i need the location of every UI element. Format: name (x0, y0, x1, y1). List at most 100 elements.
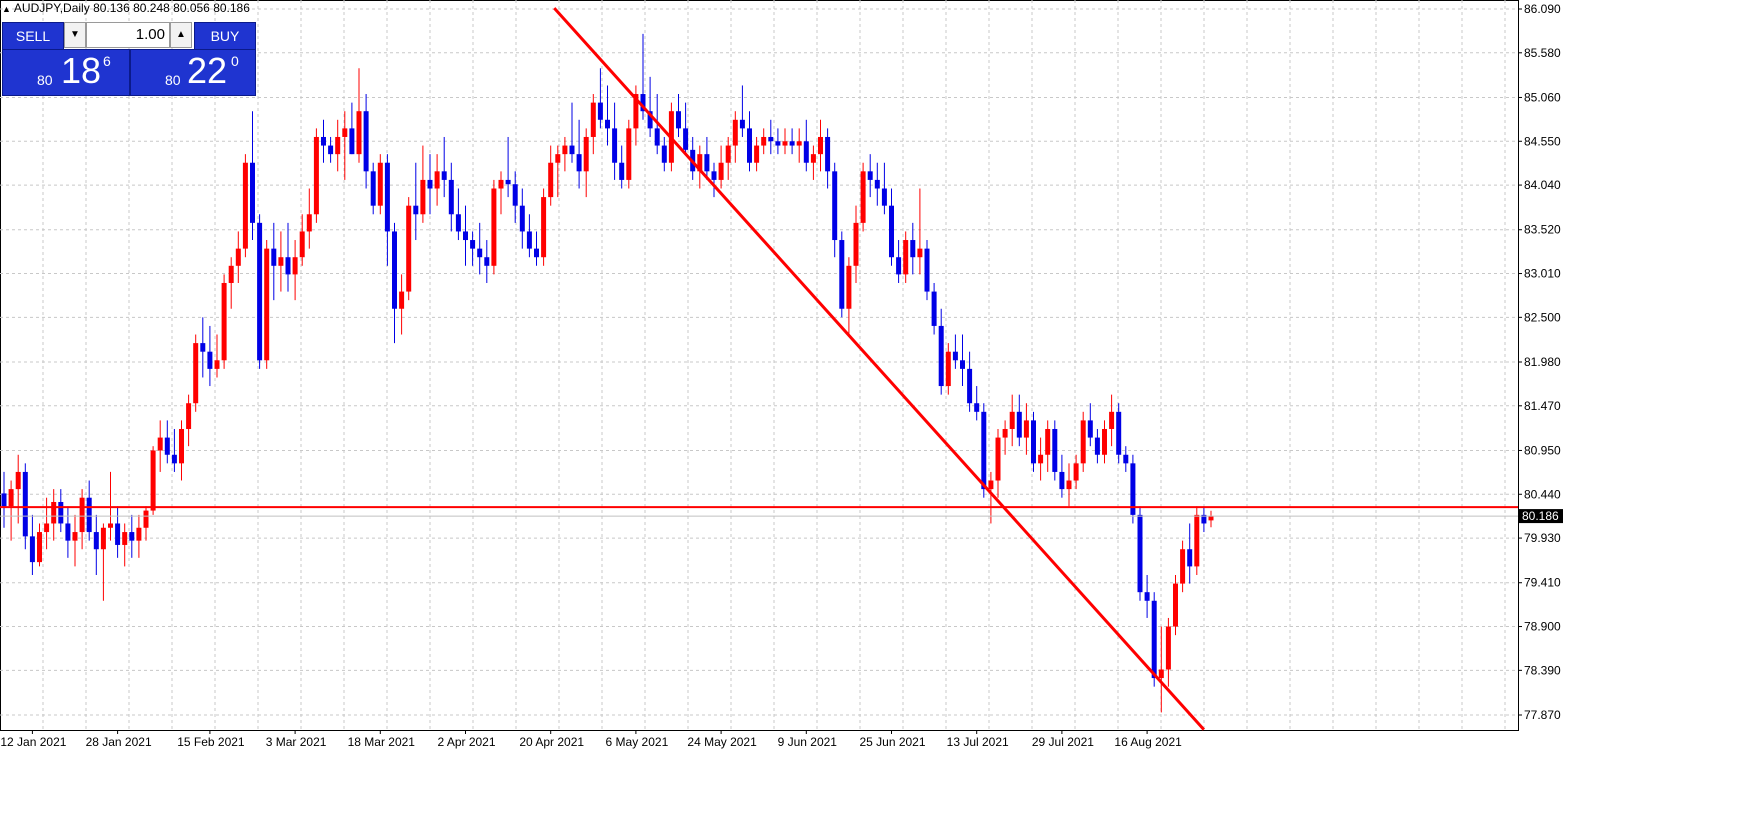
price-tick-label: 78.900 (1524, 620, 1561, 634)
candle-body (1137, 514, 1143, 593)
candle-body (534, 248, 539, 258)
date-tick-label: 2 Apr 2021 (437, 735, 495, 749)
candle-body (576, 154, 582, 172)
candle-body (881, 188, 887, 206)
buy-price-box[interactable]: 80 22 0 (130, 49, 256, 96)
candle-body (1045, 428, 1051, 455)
candle-body (86, 497, 92, 533)
lot-size-input[interactable]: 1.00 (86, 22, 170, 48)
candle-body (704, 154, 710, 172)
candle-body (775, 141, 781, 146)
date-tick-label: 3 Mar 2021 (266, 735, 327, 749)
candle-body (1023, 420, 1029, 438)
candle-body (328, 145, 334, 155)
candle-body (1009, 411, 1015, 429)
candle-body (789, 141, 795, 146)
candle-body (420, 179, 426, 215)
price-tick-label: 84.550 (1524, 134, 1561, 148)
candle-body (803, 141, 809, 163)
candle-body (761, 136, 767, 146)
candle-body (157, 437, 163, 451)
candle-body (292, 257, 298, 275)
candle-body (569, 145, 575, 155)
candle-body (676, 111, 681, 129)
candle-body (207, 351, 213, 369)
candle-body (1002, 428, 1008, 438)
candle-body (952, 351, 958, 361)
buy-price-big: 22 (187, 50, 228, 91)
candle-body (917, 248, 923, 258)
candle-body (1038, 454, 1044, 464)
candle-body (747, 128, 752, 163)
buy-button[interactable]: BUY (194, 22, 256, 50)
candle-body (44, 523, 50, 533)
triangle-up-icon: ▲ (2, 4, 11, 14)
date-tick-label: 9 Jun 2021 (778, 735, 838, 749)
lot-decrease-button[interactable]: ▼ (64, 22, 86, 48)
candle-body (810, 154, 816, 163)
candle-body (867, 171, 873, 180)
candle-body (100, 527, 106, 550)
candle-body (51, 501, 57, 524)
candle-body (612, 128, 618, 163)
candle-body (1208, 516, 1214, 521)
candle-body (967, 368, 973, 404)
candle-body (825, 136, 831, 172)
price-tick-label: 83.010 (1524, 267, 1561, 281)
date-tick-label: 15 Feb 2021 (177, 735, 245, 749)
candle-body (974, 403, 980, 412)
buy-price-prefix: 80 (165, 72, 181, 88)
candle-body (29, 536, 35, 563)
candle-body (484, 257, 490, 266)
price-tick-label: 80.950 (1524, 443, 1561, 457)
candle-body (306, 214, 312, 232)
candle-body (1194, 514, 1200, 567)
candle-body (1094, 437, 1100, 455)
candle-body (363, 111, 369, 172)
candle-body (1165, 626, 1171, 670)
candle-body (1187, 549, 1193, 567)
candle-body (186, 403, 192, 429)
candle-body (257, 222, 263, 361)
candle-body (960, 360, 965, 369)
candle-body (356, 111, 362, 155)
current-price-box (1519, 509, 1563, 524)
lot-increase-button[interactable]: ▲ (170, 22, 192, 48)
candle-body (115, 523, 121, 545)
candle-body (441, 171, 447, 180)
candle-body (548, 162, 554, 198)
candle-body (463, 231, 468, 241)
candle-body (342, 128, 348, 137)
price-tick-label: 84.040 (1524, 178, 1561, 192)
candle-body (221, 282, 227, 361)
candle-body (903, 240, 909, 275)
candle-body (1123, 454, 1129, 464)
candle-body (732, 119, 738, 146)
candle-body (214, 360, 220, 369)
candle-body (406, 205, 412, 292)
candle-body (228, 265, 234, 283)
candle-body (143, 510, 149, 528)
price-tick-label: 85.060 (1524, 90, 1561, 104)
candle-body (278, 257, 284, 266)
candle-body (647, 111, 653, 129)
candle-body (924, 248, 930, 292)
candle-body (491, 188, 497, 266)
sell-button[interactable]: SELL (2, 22, 64, 50)
chart-grid (0, 0, 1519, 731)
candle-body (235, 248, 241, 266)
candle-body (250, 162, 255, 223)
candle-body (8, 489, 14, 507)
candle-body (754, 145, 760, 163)
buy-price-sup: 0 (231, 53, 239, 69)
candle-body (321, 136, 326, 146)
candle-body (427, 179, 433, 189)
candlesticks (1, 33, 1214, 713)
candle-body (945, 351, 951, 387)
sell-price-prefix: 80 (37, 72, 53, 88)
sell-price-box[interactable]: 80 18 6 (2, 49, 130, 96)
candle-body (640, 94, 646, 112)
candle-body (58, 501, 64, 524)
candle-body (1151, 600, 1157, 679)
